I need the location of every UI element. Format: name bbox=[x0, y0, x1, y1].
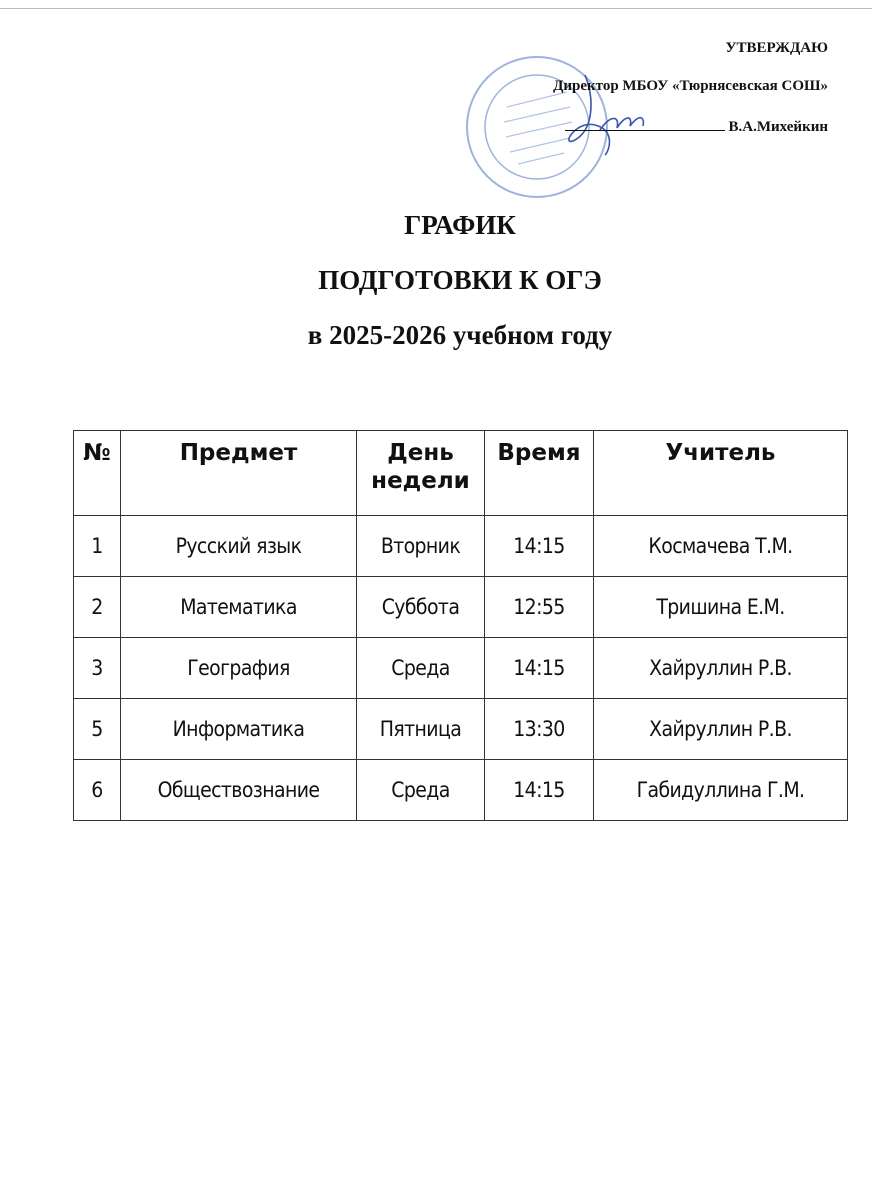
approval-signatory-line: В.А.Михейкин bbox=[564, 116, 829, 136]
header-time: Время bbox=[484, 430, 594, 516]
cell-teacher: Хайруллин Р.В. bbox=[593, 637, 848, 699]
document-title: ГРАФИК bbox=[404, 210, 516, 240]
document-subtitle: ПОДГОТОВКИ К ОГЭ bbox=[318, 265, 602, 295]
header-day: День недели bbox=[356, 430, 485, 516]
table-row: 1 Русский язык Вторник 14:15 Космачева Т.М. bbox=[73, 515, 848, 577]
table-row: 6 Обществознание Среда 14:15 Габидуллина Г.М… bbox=[73, 759, 848, 821]
cell-teacher: Хайруллин Р.В. bbox=[593, 698, 848, 760]
header-number: № bbox=[73, 430, 121, 516]
cell-time: 12:55 bbox=[484, 576, 594, 638]
schedule-table: № Предмет День недели Время Учитель 1 Рус… bbox=[73, 430, 848, 821]
school-stamp bbox=[466, 56, 608, 198]
cell-day: Вторник bbox=[356, 515, 485, 577]
cell-time: 14:15 bbox=[484, 637, 594, 699]
signature-line bbox=[564, 116, 725, 131]
document-year: в 2025-2026 учебном году bbox=[307, 320, 613, 350]
header-subject: Предмет bbox=[120, 430, 357, 516]
cell-teacher: Космачева Т.М. bbox=[593, 515, 848, 577]
cell-subject: Математика bbox=[120, 576, 357, 638]
cell-time: 14:15 bbox=[484, 515, 594, 577]
approval-position: Директор МБОУ «Тюрнясевская СОШ» bbox=[553, 78, 828, 94]
cell-number: 5 bbox=[73, 698, 121, 760]
cell-number: 6 bbox=[73, 759, 121, 821]
approval-signatory: В.А.Михейкин bbox=[728, 119, 829, 135]
cell-time: 14:15 bbox=[484, 759, 594, 821]
cell-number: 1 bbox=[73, 515, 121, 577]
cell-day: Суббота bbox=[356, 576, 485, 638]
cell-teacher: Габидуллина Г.М. bbox=[593, 759, 848, 821]
cell-day: Среда bbox=[356, 759, 485, 821]
header-teacher: Учитель bbox=[593, 430, 848, 516]
scan-edge bbox=[0, 8, 872, 9]
table-row: 2 Математика Суббота 12:55 Тришина Е.М. bbox=[73, 576, 848, 638]
cell-number: 3 bbox=[73, 637, 121, 699]
cell-teacher: Тришина Е.М. bbox=[593, 576, 848, 638]
signature bbox=[568, 74, 645, 156]
table-header-row: № Предмет День недели Время Учитель bbox=[73, 430, 848, 516]
cell-subject: Русский язык bbox=[120, 515, 357, 577]
cell-number: 2 bbox=[73, 576, 121, 638]
cell-subject: Обществознание bbox=[120, 759, 357, 821]
approval-heading: УТВЕРЖДАЮ bbox=[725, 40, 828, 56]
cell-subject: География bbox=[120, 637, 357, 699]
cell-day: Среда bbox=[356, 637, 485, 699]
table-row: 5 Информатика Пятница 13:30 Хайруллин Р.В. bbox=[73, 698, 848, 760]
cell-day: Пятница bbox=[356, 698, 485, 760]
table-row: 3 География Среда 14:15 Хайруллин Р.В. bbox=[73, 637, 848, 699]
cell-subject: Информатика bbox=[120, 698, 357, 760]
cell-time: 13:30 bbox=[484, 698, 594, 760]
